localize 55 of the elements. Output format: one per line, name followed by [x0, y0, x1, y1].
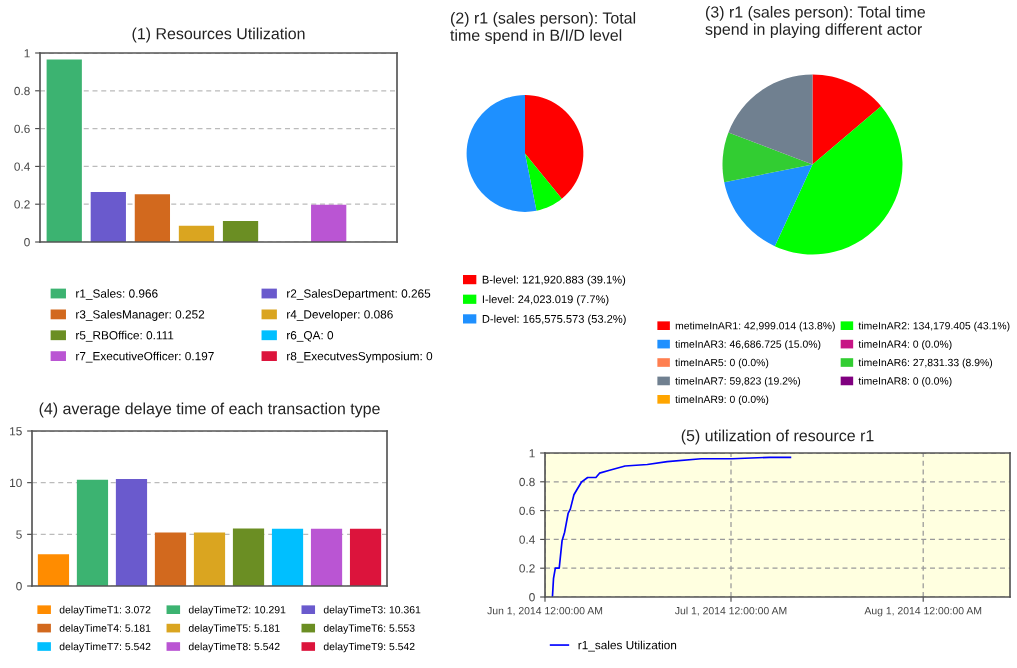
legend-label: delayTimeT8: 5.542: [188, 642, 280, 653]
legend-label: delayTimeT6: 5.553: [323, 624, 415, 634]
legend-label: delayTimeT1: 3.072: [59, 605, 151, 616]
y-tick-label: 1: [529, 449, 535, 458]
legend-label: timeInAR6: 27,831.33 (8.9%): [858, 358, 993, 369]
y-tick-label: 0.4: [519, 535, 535, 544]
legend-label: delayTimeT5: 5.181: [188, 624, 280, 634]
y-tick-label: 1: [24, 49, 30, 58]
y-tick-label: 0.6: [519, 506, 535, 515]
legend-label: timeInAR3: 46,686.725 (15.0%): [675, 340, 821, 350]
chart-title: (5) utilization of resource r1: [681, 429, 874, 445]
x-tick-label: Jun 1, 2014 12:00:00 AM: [487, 607, 603, 616]
legend-label: r1_Sales: 0.966: [76, 289, 158, 300]
legend-label: D-level: 165,575.573 (53.2%): [482, 314, 626, 326]
legend-label: delayTimeT7: 5.542: [59, 642, 151, 653]
y-tick-label: 0.2: [14, 200, 30, 209]
y-tick-label: 0.4: [14, 162, 30, 171]
legend-label: r5_RBOffice: 0.111: [76, 330, 174, 342]
chart-title: (3) r1 (sales person): Total time spend in playing different actor: [705, 5, 926, 39]
y-tick-label: 5: [16, 530, 22, 539]
legend-label: delayTimeT9: 5.542: [323, 642, 415, 653]
y-tick-label: 0.2: [519, 564, 535, 573]
legend-label: r3_SalesManager: 0.252: [76, 309, 205, 321]
legend-label: r1_sales Utilization: [578, 640, 677, 652]
y-tick-label: 0.6: [14, 124, 30, 133]
chart-title: (4) average delaye time of each transaction type: [39, 402, 380, 418]
y-tick-label: 0: [24, 238, 30, 247]
chart-title: (2) r1 (sales person): Total time spend in B/I/D level: [450, 11, 636, 45]
legend-label: r2_SalesDepartment: 0.265: [287, 289, 431, 301]
legend-label: metimeInAR1: 42,999.014 (13.8%): [675, 321, 835, 332]
legend-label: timeInAR7: 59,823 (19.2%): [675, 376, 801, 387]
y-tick-label: 15: [10, 427, 22, 436]
legend-label: I-level: 24,023.019 (7.7%): [482, 295, 609, 306]
legend-label: r7_ExecutiveOfficer: 0.197: [76, 351, 214, 363]
legend-label: timeInAR2: 134,179.405 (43.1%): [858, 321, 1010, 332]
y-tick-label: 0.8: [519, 477, 535, 487]
legend-label: r8_ExecutvesSymposium: 0: [287, 351, 433, 363]
legend-label: B-level: 121,920.883 (39.1%): [482, 275, 626, 286]
legend-label: timeInAR8: 0 (0.0%): [858, 376, 952, 387]
line-series: [551, 456, 792, 597]
y-tick-label: 0: [16, 582, 22, 591]
y-tick-label: 0: [529, 593, 535, 602]
legend-label: delayTimeT3: 10.361: [323, 605, 421, 616]
chart-title: (1) Resources Utilization: [132, 27, 305, 43]
legend-label: delayTimeT4: 5.181: [59, 624, 151, 634]
x-tick-label: Jul 1, 2014 12:00:00 AM: [674, 606, 787, 616]
legend-label: r4_Developer: 0.086: [287, 309, 393, 321]
legend-label: delayTimeT2: 10.291: [188, 605, 286, 616]
y-tick-label: 0.8: [14, 86, 30, 96]
legend-label: timeInAR5: 0 (0.0%): [675, 358, 769, 369]
y-tick-label: 10: [10, 478, 22, 488]
x-tick-label: Aug 1, 2014 12:00:00 AM: [864, 607, 982, 617]
legend-label: timeInAR9: 0 (0.0%): [675, 395, 769, 406]
legend-label: timeInAR4: 0 (0.0%): [858, 340, 952, 350]
legend-label: r6_QA: 0: [287, 331, 334, 342]
